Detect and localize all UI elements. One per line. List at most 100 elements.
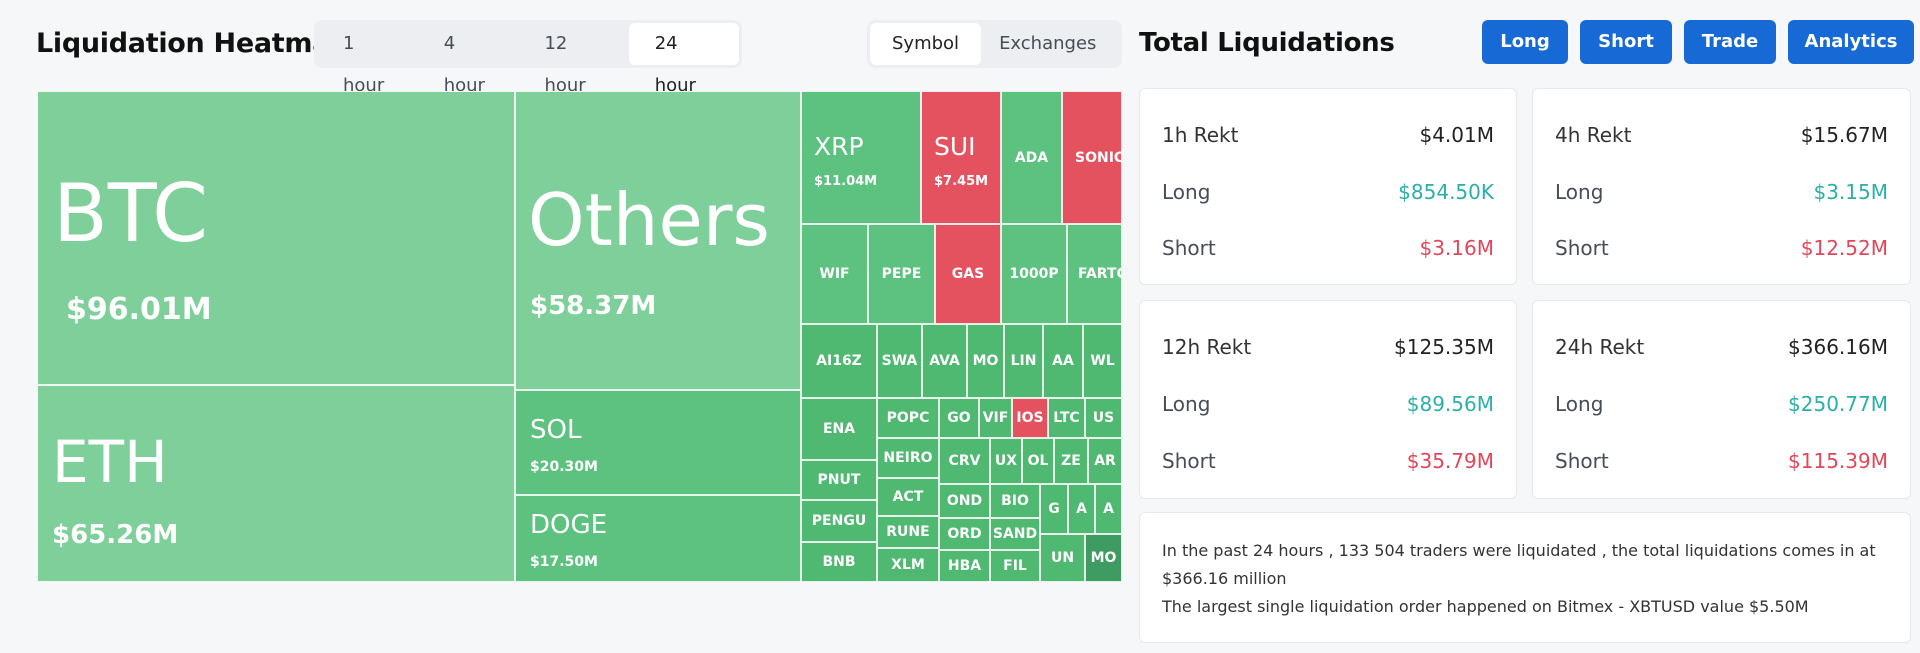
short-value: $115.39M <box>1788 449 1888 473</box>
view-selector: Symbol Exchanges <box>867 20 1122 68</box>
short-value: $35.79M <box>1406 449 1494 473</box>
heatmap-cell-rune[interactable]: RUNE <box>877 516 939 548</box>
heatmap-cell-bnb[interactable]: BNB <box>801 542 877 582</box>
cell-symbol: CRV <box>948 453 981 469</box>
heatmap-cell-us[interactable]: US <box>1085 398 1122 438</box>
tab-24-hour[interactable]: 24 hour <box>628 23 739 96</box>
heatmap-cell-ar[interactable]: AR <box>1088 438 1122 484</box>
card-total: $125.35M <box>1394 335 1494 359</box>
heatmap-cell-wif[interactable]: WIF <box>801 224 868 324</box>
heatmap-cell-doge[interactable]: DOGE $17.50M <box>515 495 801 582</box>
heatmap-cell-fartc[interactable]: FARTC <box>1067 224 1122 324</box>
heatmap-cell-fil[interactable]: FIL <box>990 550 1040 582</box>
long-value: $3.15M <box>1813 180 1888 204</box>
cell-symbol: AVA <box>929 353 960 369</box>
heatmap-cell-swa[interactable]: SWA <box>877 324 922 398</box>
long-button[interactable]: Long <box>1482 20 1568 64</box>
cell-symbol: SONIC <box>1075 149 1122 166</box>
heatmap-cell-ai16z[interactable]: AI16Z <box>801 324 877 398</box>
heatmap-cell-ada[interactable]: ADA <box>1001 91 1062 224</box>
heatmap-cell-ux[interactable]: UX <box>990 438 1022 484</box>
heatmap-cell-gas[interactable]: GAS <box>935 224 1001 324</box>
liquidation-heatmap: BTC $96.01M ETH $65.26M Others $58.37M S… <box>37 91 1122 582</box>
heatmap-cell-ios[interactable]: IOS <box>1012 398 1048 438</box>
heatmap-cell-xlm[interactable]: XLM <box>877 548 939 582</box>
long-value: $250.77M <box>1788 392 1888 416</box>
cell-symbol: A <box>1103 501 1114 517</box>
heatmap-cell-pepe[interactable]: PEPE <box>868 224 935 324</box>
cell-symbol: PEPE <box>881 266 922 282</box>
cell-symbol: ADA <box>1014 149 1049 166</box>
heatmap-cell-sui[interactable]: SUI $7.45M <box>921 91 1001 224</box>
heatmap-cell-popc[interactable]: POPC <box>877 398 939 438</box>
heatmap-cell-ol[interactable]: OL <box>1022 438 1054 484</box>
cell-symbol: SWA <box>881 353 918 369</box>
card-total: $15.67M <box>1800 123 1888 147</box>
cell-value: $11.04M <box>814 174 878 189</box>
heatmap-cell-a1[interactable]: A <box>1068 484 1095 534</box>
heatmap-cell-bio[interactable]: BIO <box>990 484 1040 518</box>
heatmap-cell-go[interactable]: GO <box>939 398 979 438</box>
cell-symbol: VIF <box>982 410 1009 426</box>
tab-symbol[interactable]: Symbol <box>870 23 982 65</box>
cell-symbol: SOL <box>530 415 582 445</box>
short-button[interactable]: Short <box>1580 20 1672 64</box>
heatmap-cell-eth[interactable]: ETH $65.26M <box>37 385 515 582</box>
tab-12-hour[interactable]: 12 hour <box>544 33 586 96</box>
trade-button[interactable]: Trade <box>1684 20 1776 64</box>
heatmap-cell-pengu[interactable]: PENGU <box>801 500 877 542</box>
cell-symbol: A <box>1076 501 1087 517</box>
heatmap-cell-un[interactable]: UN <box>1040 534 1085 582</box>
heatmap-cell-aa[interactable]: AA <box>1043 324 1083 398</box>
heatmap-cell-neiro[interactable]: NEIRO <box>877 438 939 478</box>
cell-symbol: BNB <box>822 554 856 570</box>
heatmap-cell-mo[interactable]: MO <box>967 324 1004 398</box>
heatmap-cell-1000p[interactable]: 1000P <box>1001 224 1067 324</box>
cell-symbol: FARTC <box>1078 266 1122 282</box>
tab-1-hour[interactable]: 1 hour <box>343 33 385 96</box>
heatmap-cell-crv[interactable]: CRV <box>939 438 990 484</box>
heatmap-cell-sonic[interactable]: SONIC <box>1062 91 1122 224</box>
cell-symbol: MO <box>1090 550 1117 566</box>
heatmap-cell-a2[interactable]: A <box>1095 484 1122 534</box>
heatmap-cell-sol[interactable]: SOL $20.30M <box>515 390 801 495</box>
heatmap-cell-mo2[interactable]: MO <box>1085 534 1122 582</box>
heatmap-cell-ze[interactable]: ZE <box>1054 438 1088 484</box>
heatmap-cell-ena[interactable]: ENA <box>801 398 877 460</box>
tab-exchanges[interactable]: Exchanges <box>999 33 1097 54</box>
summary-line-2: The largest single liquidation order hap… <box>1162 597 1809 616</box>
heatmap-cell-wl[interactable]: WL <box>1083 324 1122 398</box>
heatmap-cell-ltc[interactable]: LTC <box>1048 398 1085 438</box>
timeframe-selector: 1 hour 4 hour 12 hour 24 hour <box>314 20 742 96</box>
cell-symbol: UN <box>1050 550 1075 566</box>
cell-symbol: GAS <box>951 266 985 282</box>
cell-value: $65.26M <box>52 520 179 550</box>
heatmap-cell-others[interactable]: Others $58.37M <box>515 91 801 390</box>
heatmap-cell-act[interactable]: ACT <box>877 478 939 516</box>
heatmap-cell-sand[interactable]: SAND <box>990 518 1040 550</box>
long-label: Long <box>1162 392 1211 416</box>
heatmap-cell-btc[interactable]: BTC $96.01M <box>37 91 515 385</box>
heatmap-cell-lin[interactable]: LIN <box>1004 324 1043 398</box>
short-label: Short <box>1555 449 1609 473</box>
heatmap-cell-ord[interactable]: ORD <box>939 518 990 550</box>
heatmap-cell-pnut[interactable]: PNUT <box>801 460 877 500</box>
cell-value: $96.01M <box>66 292 212 327</box>
heatmap-cell-hba[interactable]: HBA <box>939 550 990 582</box>
cell-symbol: US <box>1092 410 1115 426</box>
long-label: Long <box>1162 180 1211 204</box>
heatmap-cell-g[interactable]: G <box>1040 484 1068 534</box>
heatmap-cell-ava[interactable]: AVA <box>922 324 967 398</box>
summary-line-1: In the past 24 hours , 133 504 traders w… <box>1162 541 1876 588</box>
cell-symbol: BTC <box>53 167 208 260</box>
cell-symbol: AR <box>1094 453 1116 469</box>
long-label: Long <box>1555 392 1604 416</box>
heatmap-cell-xrp[interactable]: XRP $11.04M <box>801 91 921 224</box>
cell-symbol: MO <box>972 353 999 369</box>
heatmap-cell-vif[interactable]: VIF <box>979 398 1012 438</box>
tab-4-hour[interactable]: 4 hour <box>443 33 485 96</box>
analytics-button[interactable]: Analytics <box>1788 20 1914 64</box>
card-total: $366.16M <box>1788 335 1888 359</box>
cell-symbol: LIN <box>1010 353 1037 369</box>
heatmap-cell-ond[interactable]: OND <box>939 484 990 518</box>
